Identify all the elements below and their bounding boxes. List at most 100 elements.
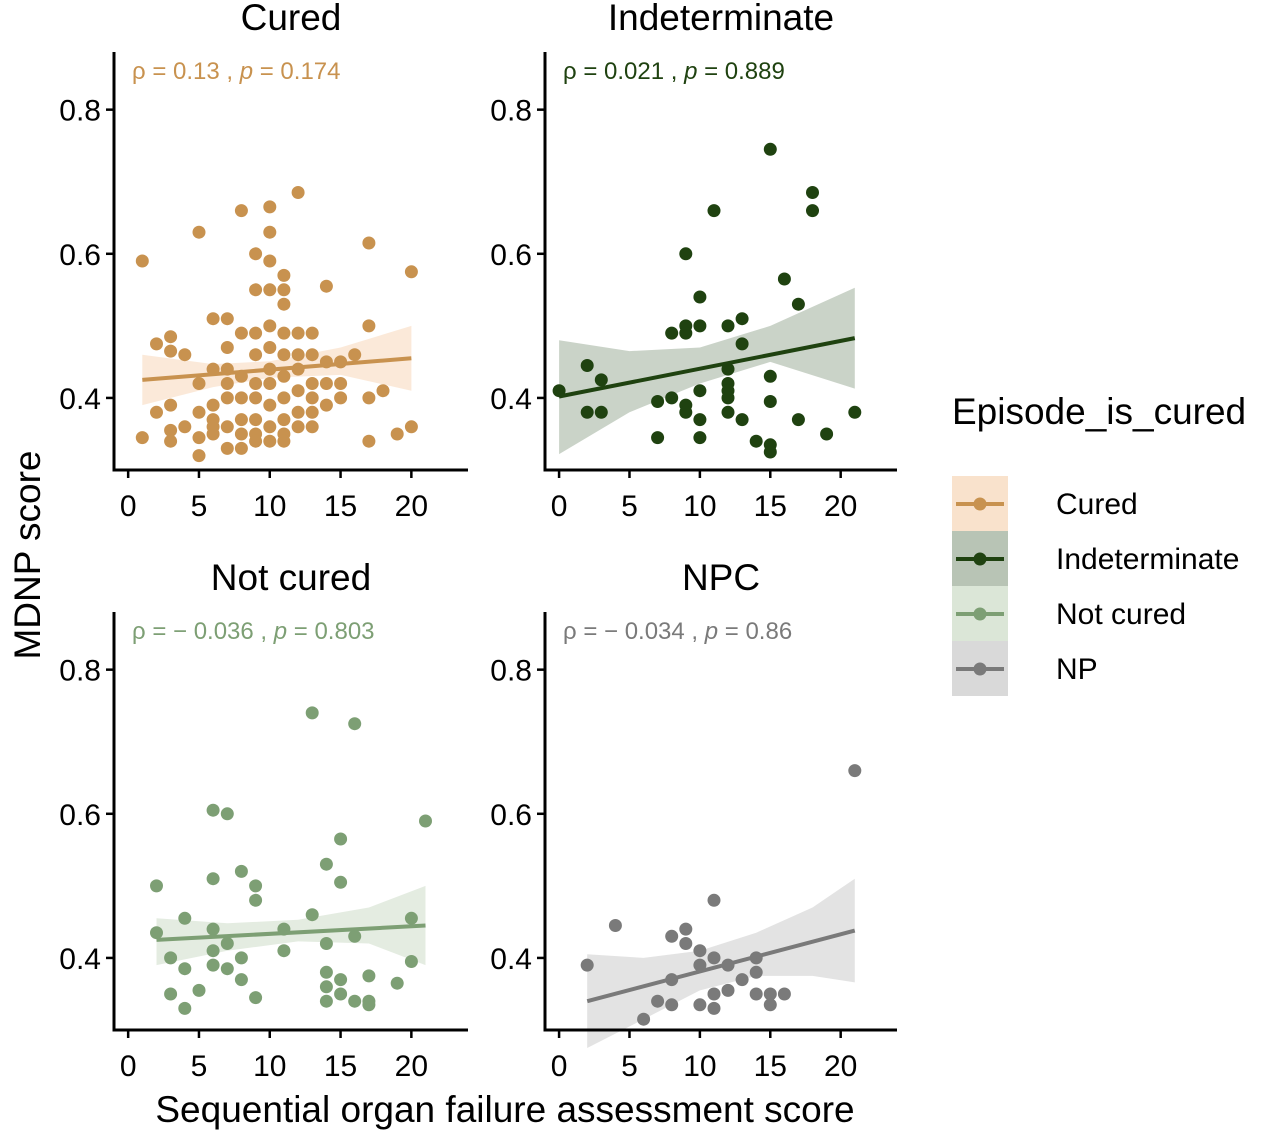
data-point [665,998,679,1012]
data-point [263,341,277,354]
data-point [150,405,163,419]
y-tick-label: 0.6 [59,239,101,272]
correlation-annotation: ρ = − 0.034 , p = 0.86 [563,618,792,645]
data-point [693,944,707,958]
data-point [735,337,749,351]
data-point [192,449,206,463]
data-point [164,434,178,448]
data-point [721,362,735,376]
data-point [234,326,248,340]
panel-title: NPC [682,557,760,598]
data-point [277,369,291,383]
legend-key-point [973,552,987,566]
data-point [164,423,178,437]
data-point [263,377,277,390]
data-point [206,312,220,326]
data-point [806,204,819,218]
legend-title: Episode_is_cured [952,391,1246,432]
data-point [220,377,234,390]
y-tick-label: 0.8 [490,655,532,688]
y-tick-label: 0.4 [59,943,101,976]
data-point [707,951,721,965]
data-point [192,405,206,419]
x-axis-title: Sequential organ failure assessment scor… [155,1089,854,1130]
data-point [820,427,834,441]
data-point [651,431,665,445]
data-point [291,186,305,199]
data-point [580,958,594,972]
data-point [305,405,319,419]
chart-panels: Cured ρ = 0.13 , p = 0.174 0 5 10 15 20 0.4 0.6 0… [59,0,897,1083]
y-tick-label: 0.8 [59,95,101,128]
data-point [319,398,333,412]
data-point [749,987,763,1001]
data-point [249,391,263,405]
data-point [749,434,763,448]
data-point [404,911,418,925]
data-point [263,283,277,297]
data-point [220,807,234,821]
data-point [608,919,622,932]
legend-key-point [973,662,987,676]
data-point [206,398,220,412]
data-point [150,879,163,893]
data-point [220,341,234,354]
data-point [679,405,693,419]
legend: Episode_is_cured Cured Indeterminate Not c… [952,391,1246,696]
data-point [234,427,248,441]
data-point [693,998,707,1012]
data-point [164,398,178,412]
legend-item-np: NP [952,641,1098,696]
legend-label: Indeterminate [1056,543,1239,576]
data-point [735,312,749,326]
data-point [319,980,333,994]
regression-line [156,923,426,942]
data-point [234,391,248,405]
data-point [749,965,763,979]
x-tick-label: 0 [120,1050,137,1083]
data-point [291,405,305,419]
confidence-band [559,287,855,455]
data-point [164,951,178,965]
regression-line [558,336,856,399]
data-point [220,441,234,455]
data-point [763,369,777,383]
data-point [362,319,376,333]
data-point [234,864,248,878]
y-tick-label: 0.4 [59,383,101,416]
x-tick-label: 10 [683,490,716,523]
data-point [277,391,291,405]
data-point [249,879,263,893]
data-point [376,384,390,398]
data-point [390,427,404,441]
data-point [249,893,263,907]
data-point [319,937,333,950]
y-axis-title: MDNP score [7,450,48,659]
data-point [220,937,234,950]
correlation-annotation: ρ = 0.021 , p = 0.889 [563,58,785,85]
data-point [206,427,220,441]
data-point [206,944,220,958]
data-point [580,405,594,419]
data-point [763,142,777,156]
data-point [277,944,291,958]
data-point [679,922,693,936]
data-point [178,348,192,362]
data-point [192,431,206,445]
data-point [291,420,305,434]
data-point [707,204,721,218]
data-point [777,272,791,286]
data-point [721,405,735,419]
x-tick-label: 20 [395,490,428,523]
data-point [178,911,192,925]
data-point [192,983,206,997]
x-tick-label: 15 [324,1050,357,1083]
data-point [721,319,735,333]
data-point [721,983,735,997]
data-point [334,973,348,987]
data-point [263,254,277,268]
x-tick-label: 20 [395,1050,428,1083]
data-point [693,413,707,427]
panel-indeterminate: Indeterminate ρ = 0.021 , p = 0.889 0 5 10 15… [490,0,897,523]
data-point [777,987,791,1001]
